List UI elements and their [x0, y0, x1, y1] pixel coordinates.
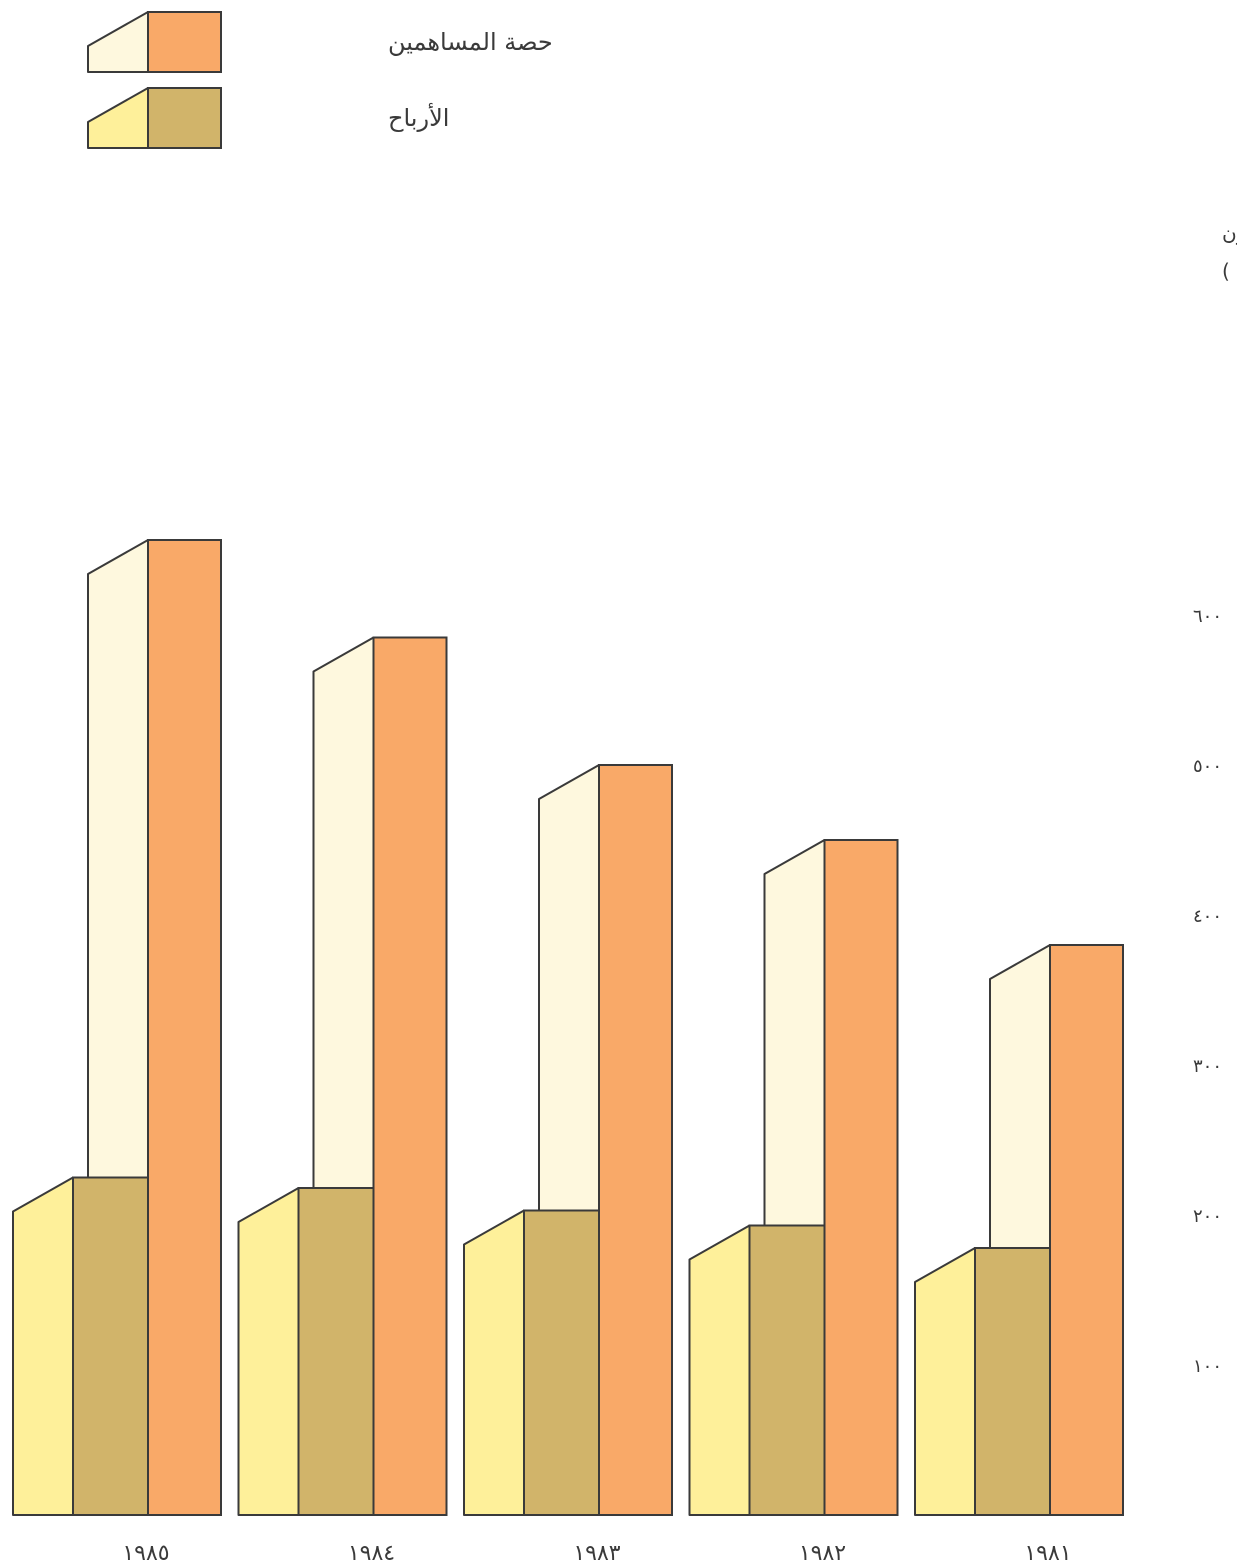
x-category-label: ١٩٨٤ [348, 1541, 395, 1566]
y-tick-label: ٤٠٠ [1193, 906, 1222, 927]
bar-profits [72, 1176, 149, 1516]
bar-profits-side [463, 1209, 525, 1516]
bar-shareholders [598, 764, 673, 1516]
bar-profits [974, 1247, 1051, 1516]
bar-profits [748, 1224, 826, 1516]
x-category-label: ١٩٨٣ [573, 1541, 620, 1566]
y-tick-label: ٦٠٠ [1193, 606, 1222, 627]
legend-label-shareholders: حصة المساهمين [388, 28, 553, 56]
bar-profits-side [688, 1224, 751, 1516]
bar-profits-side [237, 1187, 300, 1516]
bar-shareholders [823, 839, 899, 1516]
y-tick-label: ١٠٠ [1193, 1356, 1222, 1377]
bar-group [237, 636, 448, 1516]
bar-group [12, 539, 222, 1516]
legend-label-profits: الأرباح [388, 103, 449, 132]
y-axis-unit: ( مليون ريال قطري ) [1222, 221, 1237, 284]
legend-swatch-shareholders-side [87, 11, 149, 73]
bar-shareholders [1049, 944, 1124, 1516]
bar-profits-side [12, 1176, 74, 1516]
legend-swatch-profits [147, 87, 222, 149]
bar-shareholders [372, 636, 448, 1516]
bar-profits [523, 1209, 600, 1516]
x-axis-labels: ١٩٨٥ ١٩٨٤ ١٩٨٣ ١٩٨٢ ١٩٨١ [122, 1541, 1071, 1566]
x-category-label: ١٩٨٢ [799, 1541, 846, 1566]
y-axis-ticks: ١٠٠ ٢٠٠ ٣٠٠ ٤٠٠ ٥٠٠ ٦٠٠ [1193, 606, 1222, 1377]
bars [12, 539, 1124, 1516]
x-category-label: ١٩٨١ [1024, 1541, 1071, 1566]
y-tick-label: ٥٠٠ [1193, 756, 1222, 777]
bar-group [914, 944, 1124, 1516]
legend-item-shareholders: حصة المساهمين [87, 11, 553, 73]
bar-profits [297, 1187, 375, 1516]
legend-item-profits: الأرباح [87, 87, 449, 149]
y-tick-label: ٣٠٠ [1193, 1056, 1222, 1077]
bar-group [463, 764, 673, 1516]
legend: حصة المساهمين الأرباح [87, 11, 553, 149]
x-category-label: ١٩٨٥ [122, 1541, 169, 1566]
legend-swatch-shareholders [147, 11, 222, 73]
y-tick-label: ٢٠٠ [1193, 1206, 1222, 1227]
legend-swatch-profits-side [87, 87, 149, 149]
y-axis-unit-line-2: ريال قطري ) [1222, 259, 1237, 284]
bar-group [688, 839, 899, 1516]
bar-shareholders [147, 539, 222, 1516]
y-axis-unit-line-1: ( مليون [1222, 221, 1237, 245]
bar-profits-side [914, 1247, 976, 1516]
